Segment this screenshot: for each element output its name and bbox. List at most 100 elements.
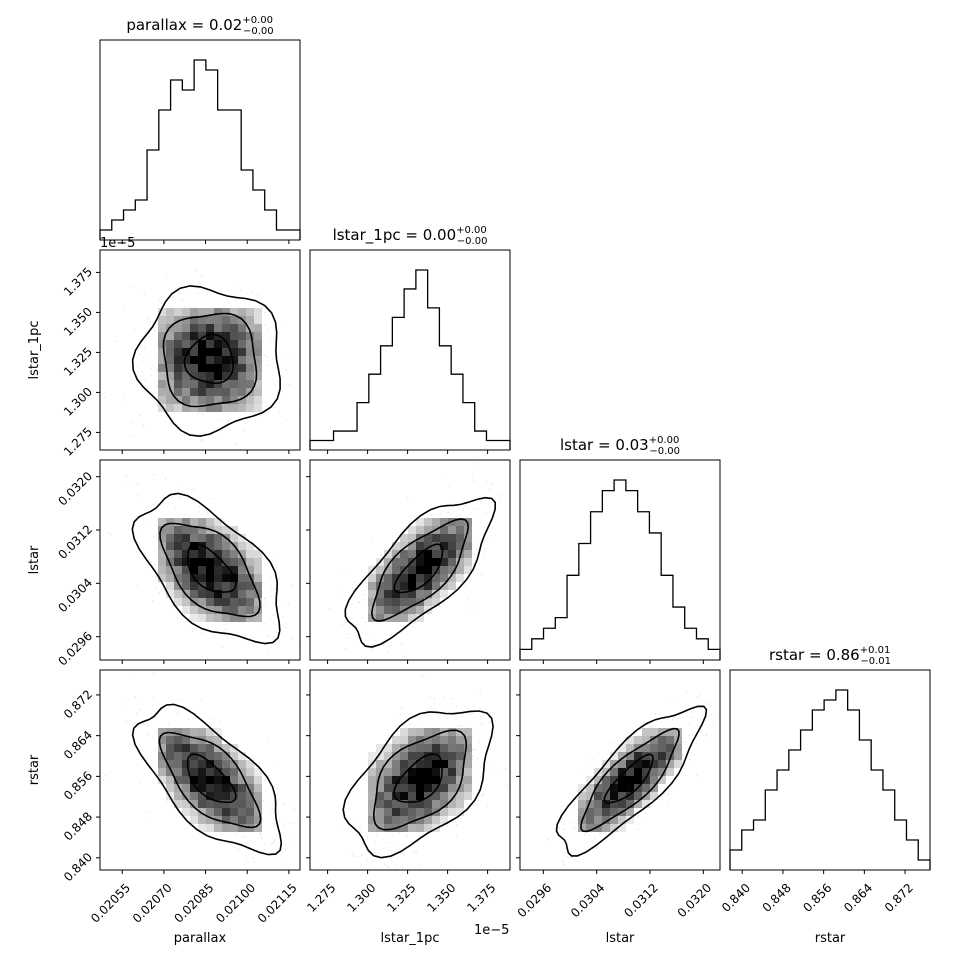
x-axis-label-lstar_1pc: lstar_1pc <box>381 931 440 946</box>
x-tick-label: 0.840 <box>719 881 753 915</box>
density-cell <box>238 752 246 760</box>
density-cell <box>642 784 650 792</box>
density-cell <box>408 550 416 558</box>
density-cell <box>626 760 634 768</box>
density-cell <box>254 356 262 364</box>
density-cell <box>222 824 230 832</box>
density-cell <box>222 372 230 380</box>
density-cell <box>214 736 222 744</box>
density-cell <box>206 760 214 768</box>
density-cell <box>166 308 174 316</box>
density-cell <box>254 332 262 340</box>
density-cell <box>424 752 432 760</box>
density-cell <box>376 816 384 824</box>
density-cell <box>174 792 182 800</box>
density-cell <box>166 542 174 550</box>
density-cell <box>456 566 464 574</box>
density-cell <box>190 542 198 550</box>
density-cell <box>400 776 408 784</box>
density-cell <box>424 582 432 590</box>
density-cell <box>408 824 416 832</box>
density-cell <box>424 808 432 816</box>
density-cell <box>368 808 376 816</box>
density-cell <box>158 550 166 558</box>
density-cell <box>214 614 222 622</box>
density-cell <box>658 776 666 784</box>
density-cell <box>464 744 472 752</box>
density-cell <box>214 752 222 760</box>
density-cell <box>246 792 254 800</box>
title-lstar_1pc: lstar_1pc = 0.00+0.00 −0.00 <box>333 225 488 247</box>
density-cell <box>190 614 198 622</box>
contour-level-2 <box>158 731 262 829</box>
density-cell <box>448 760 456 768</box>
density-cell <box>198 316 206 324</box>
density-cell <box>222 340 230 348</box>
x-axis-label-rstar: rstar <box>815 931 846 946</box>
density-cell <box>400 598 408 606</box>
density-cell <box>254 614 262 622</box>
density-cell <box>440 752 448 760</box>
density-cell <box>254 558 262 566</box>
density-cell <box>182 558 190 566</box>
density-cell <box>408 736 416 744</box>
density-cell <box>626 816 634 824</box>
density-cell <box>238 816 246 824</box>
density-cell <box>440 808 448 816</box>
density-cell <box>166 396 174 404</box>
y-axis-label-rstar: rstar <box>27 754 42 785</box>
density-cell <box>610 760 618 768</box>
density-cell <box>158 728 166 736</box>
histogram-lstar <box>519 479 721 660</box>
density-cell <box>424 550 432 558</box>
density-cell <box>424 744 432 752</box>
density-cell <box>182 728 190 736</box>
density-cell <box>198 598 206 606</box>
density-cell <box>408 614 416 622</box>
density-cell <box>238 396 246 404</box>
density-cell <box>432 558 440 566</box>
density-cell <box>384 590 392 598</box>
density-cell <box>416 582 424 590</box>
density-cell <box>464 550 472 558</box>
density-cell <box>618 760 626 768</box>
histogram-lstar_1pc <box>309 269 511 450</box>
density-cell <box>158 396 166 404</box>
density-cell <box>206 776 214 784</box>
density-cell <box>174 760 182 768</box>
density-cell <box>222 590 230 598</box>
density-cell <box>174 340 182 348</box>
density-cell <box>190 566 198 574</box>
density-cell <box>464 768 472 776</box>
density-cell <box>602 784 610 792</box>
density-cell <box>158 404 166 412</box>
density-cell <box>642 760 650 768</box>
density-cell <box>166 404 174 412</box>
density-cell <box>416 744 424 752</box>
density-cell <box>158 760 166 768</box>
y-tick-label: 0.0312 <box>56 522 96 562</box>
density-cell <box>666 736 674 744</box>
density-cell <box>610 792 618 800</box>
density-cell <box>246 598 254 606</box>
density-cell <box>440 526 448 534</box>
density-cell <box>198 566 206 574</box>
density-cell <box>424 776 432 784</box>
density-cell <box>674 728 682 736</box>
y-tick-label: 0.864 <box>61 728 95 762</box>
density-cell <box>238 606 246 614</box>
density-cell <box>368 574 376 582</box>
density-cell <box>400 784 408 792</box>
density-cell <box>198 534 206 542</box>
density-cell <box>222 316 230 324</box>
density-cell <box>222 308 230 316</box>
density-cell <box>456 752 464 760</box>
density-cell <box>214 784 222 792</box>
density-cell <box>158 308 166 316</box>
density-cell <box>594 776 602 784</box>
density-cell <box>222 356 230 364</box>
density-cell <box>230 566 238 574</box>
density-cell <box>456 784 464 792</box>
density-cell <box>230 590 238 598</box>
density-cell <box>190 356 198 364</box>
